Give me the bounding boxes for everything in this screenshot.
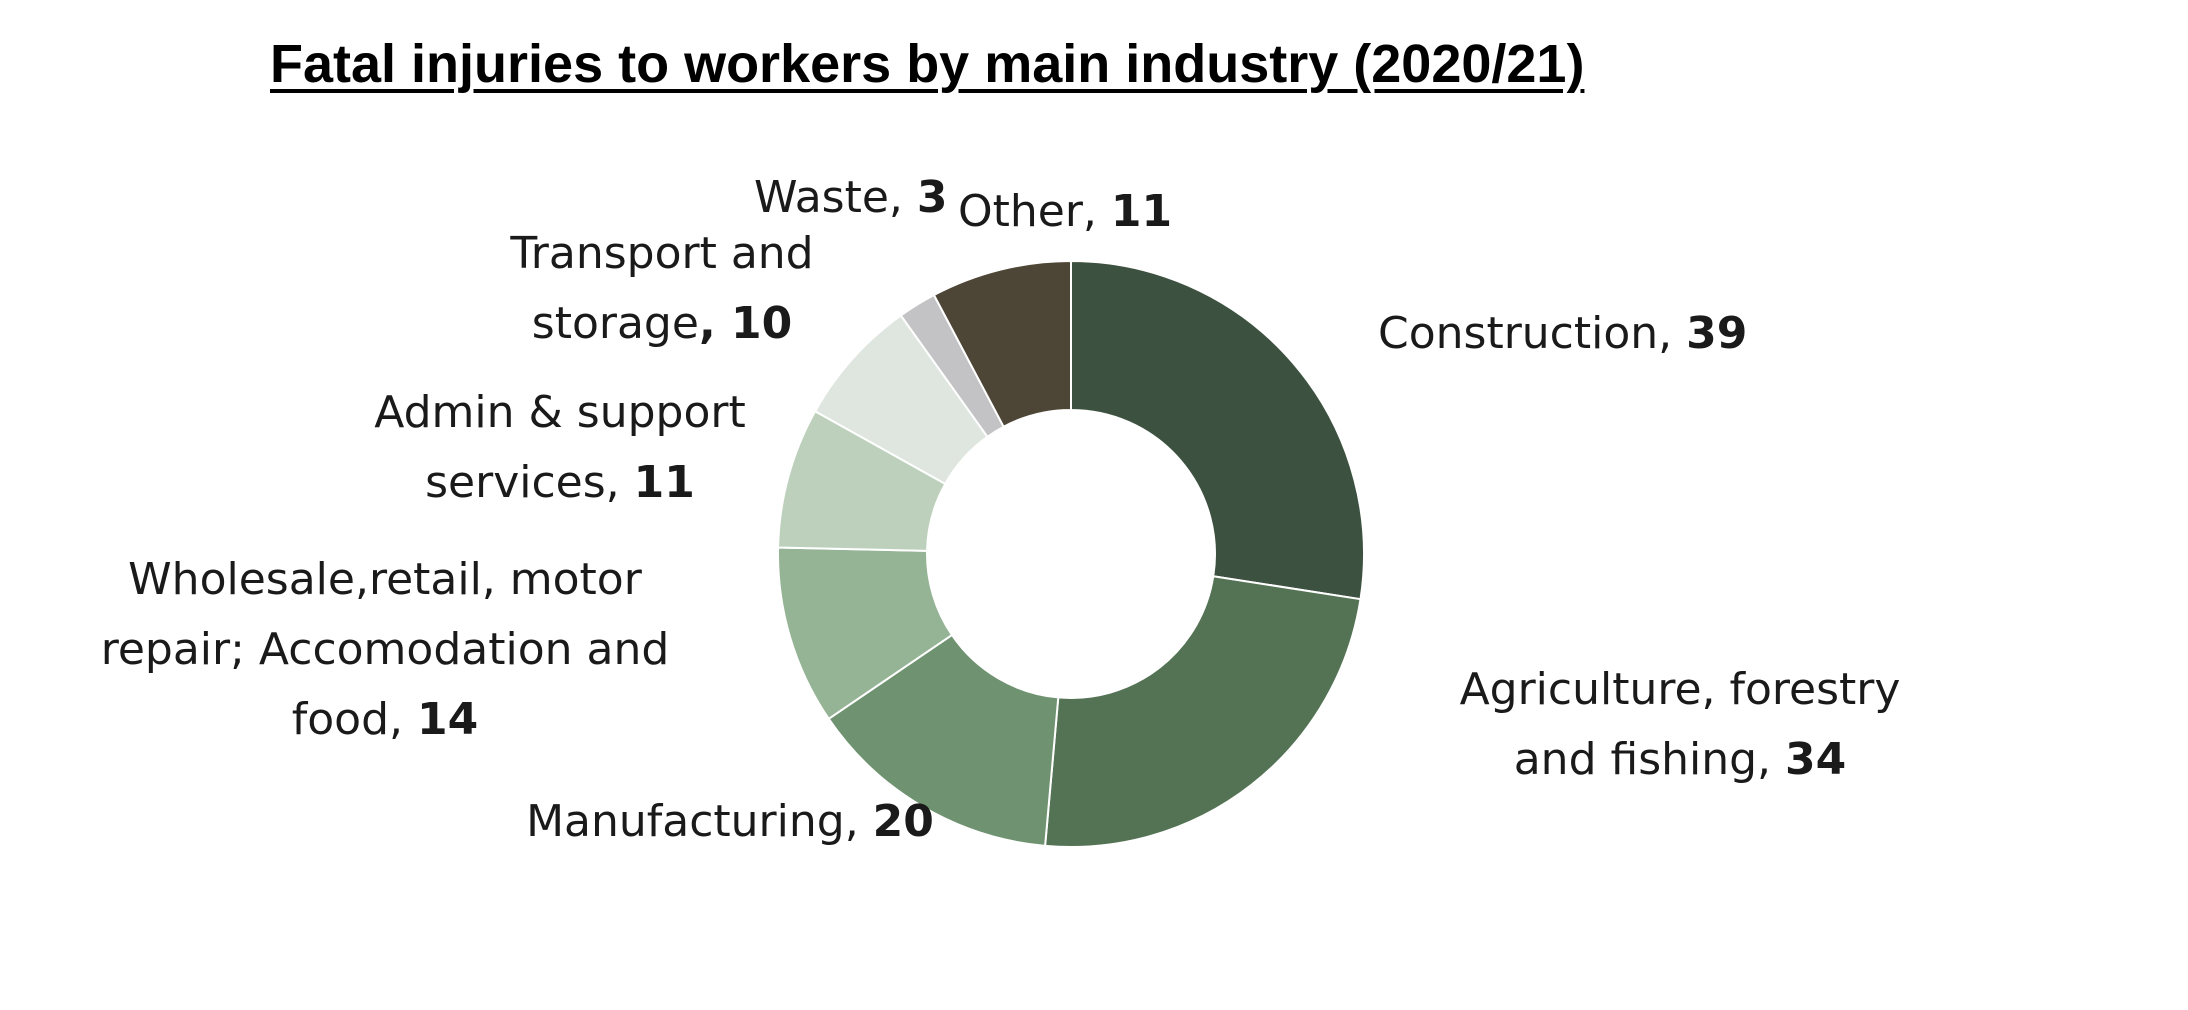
label-other: Other, 11 (958, 186, 1172, 237)
value-manufacturing: 20 (873, 796, 934, 847)
slice-construction (1070, 259, 1365, 601)
label-admin-support-services: Admin & support services, 11 (374, 387, 745, 508)
label-transport-and-storage: Transport and storage, 10 (509, 228, 813, 349)
label-agriculture-forestry-and-fishing: Agriculture, forestry and fishing, 34 (1460, 664, 1901, 785)
value-waste: 3 (917, 172, 948, 223)
slice-other (932, 259, 1072, 429)
label-wholesale-retail-motor-repair-accomodation-and-food: Wholesale,retail, motor repair; Accomodat… (101, 554, 670, 745)
label-waste: Waste, 3 (754, 172, 948, 223)
label-construction: Construction, 39 (1378, 308, 1747, 359)
value-transport-and-storage: , 10 (699, 298, 792, 349)
value-other: 11 (1111, 186, 1172, 237)
value-construction: 39 (1686, 308, 1747, 359)
label-manufacturing: Manufacturing, 20 (526, 796, 934, 847)
chart-title: Fatal injuries to workers by main indust… (270, 34, 1585, 94)
slice-agriculture-forestry-and-fishing (1044, 575, 1362, 848)
value-agriculture-forestry-and-fishing: 34 (1785, 734, 1846, 785)
slice-manufacturing (827, 633, 1060, 847)
value-wholesale-retail-motor-repair-accomodation-and-food: 14 (417, 694, 478, 745)
value-admin-support-services: 11 (634, 457, 695, 508)
